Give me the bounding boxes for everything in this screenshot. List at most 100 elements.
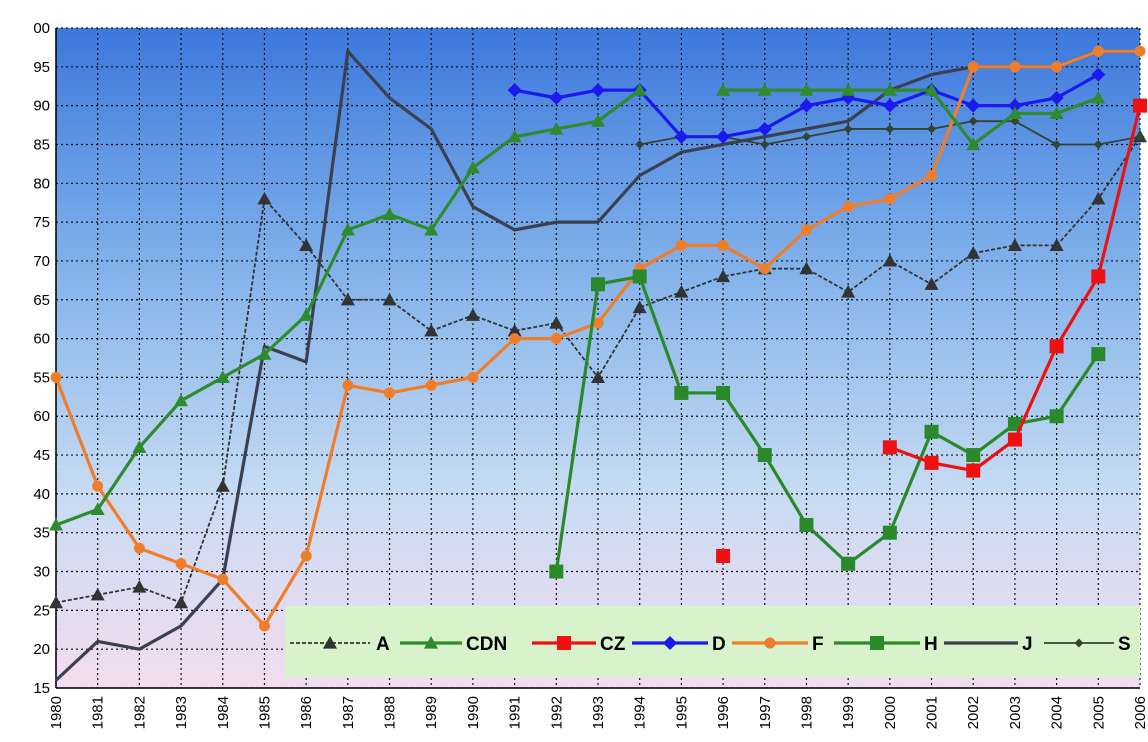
x-tick-label: 1987 [340, 696, 357, 729]
y-tick-label: 15 [33, 680, 50, 697]
series-d-point [1007, 98, 1022, 113]
series-h-point [841, 556, 856, 571]
series-cdn-point [215, 370, 230, 384]
y-tick-label: 75 [33, 214, 50, 231]
series-s-point [635, 139, 645, 149]
series-cdn-point [424, 222, 439, 236]
series-s-point [760, 139, 770, 149]
series-s-point [1052, 139, 1062, 149]
series-f-point [133, 542, 145, 554]
x-tick-label: 2006 [1132, 696, 1148, 729]
series-a-point [424, 323, 439, 337]
series-s-point [843, 124, 853, 134]
y-tick-label: 60 [33, 408, 50, 425]
series-cdn-point [924, 83, 939, 96]
series-layer [49, 45, 1147, 682]
series-f-point [800, 224, 812, 236]
series-f-point [175, 558, 187, 570]
series-d-point [549, 90, 564, 105]
axes: 15 20 25 30 35 40 45 60 55 60 65 70 75 80 85 90 95 00 1980… [33, 20, 1148, 729]
legend-d-label: D [712, 634, 726, 655]
series-h-point [549, 564, 564, 579]
y-tick-label: 70 [33, 253, 50, 270]
series-s-point [1135, 132, 1145, 142]
series-a-point [841, 285, 856, 298]
series-cz-point [716, 549, 731, 563]
series-h-point [716, 385, 731, 400]
series-a-point [257, 191, 272, 205]
series-cdn-point [1007, 106, 1022, 120]
legend-a-marker [323, 636, 337, 649]
series-f-point [342, 379, 354, 391]
y-tick-label: 40 [33, 486, 50, 503]
series-cdn-point [299, 308, 314, 321]
series-a-point [591, 370, 605, 384]
series-h-point [1091, 347, 1106, 362]
legend-cz-label: CZ [600, 634, 626, 655]
series-cdn-point [507, 129, 522, 143]
series-cz [716, 98, 1147, 563]
series-a-point [49, 595, 63, 609]
series-a-point [549, 316, 564, 329]
series-cdn-point [632, 83, 647, 96]
series-a-point [1007, 238, 1022, 252]
series-cdn-point [1091, 90, 1106, 104]
series-a-point [882, 253, 897, 267]
series-a-point [632, 300, 647, 314]
series-d-point [1091, 67, 1106, 82]
x-tick-label: 2002 [965, 696, 982, 729]
y-tick-label: 20 [33, 641, 50, 658]
series-f-point [1009, 61, 1021, 73]
y-tick-label: 00 [33, 20, 50, 37]
y-tick-label: 90 [33, 98, 50, 115]
series-cz-point [1091, 269, 1106, 284]
series-cdn-point [174, 393, 189, 407]
series-f [50, 45, 1146, 632]
y-tick-label: 45 [33, 447, 50, 464]
series-a-point [966, 246, 981, 259]
x-tick-label: 1990 [465, 696, 482, 729]
series-f-point [92, 480, 104, 492]
series-a-point [132, 580, 147, 593]
series-cdn-point [841, 83, 856, 96]
series-f-point [550, 333, 562, 345]
legend-s-label: S [1118, 634, 1131, 655]
legend-f-label: F [812, 634, 824, 655]
x-tick-label: 2003 [1007, 696, 1024, 729]
series-a-point [716, 269, 731, 283]
legend-j-label: J [1022, 634, 1033, 655]
series-d-point [882, 98, 897, 113]
series-d-point [1049, 90, 1064, 105]
series-f-point [1134, 45, 1146, 57]
x-tick-label: 1988 [382, 696, 399, 729]
series-h-point [674, 385, 689, 400]
series-cdn-point [465, 160, 480, 174]
series-d-point [757, 121, 772, 136]
x-tick-label: 1994 [632, 696, 649, 729]
x-tick-label: 1996 [715, 696, 732, 729]
y-tick-label: 60 [33, 331, 50, 348]
series-f-point [300, 550, 312, 562]
series-d-point [674, 129, 689, 144]
x-tick-label: 1981 [90, 696, 107, 729]
x-tick-label: 1997 [757, 696, 774, 729]
x-tick-label: 2005 [1090, 696, 1107, 729]
x-tick-label: 1999 [840, 696, 857, 729]
legend-a-label: A [376, 634, 390, 655]
series-f-point [592, 317, 604, 329]
series-h-point [1049, 409, 1064, 424]
x-tick-label: 1980 [48, 696, 65, 729]
x-tick-label: 1986 [298, 696, 315, 729]
grid-lines [55, 27, 1141, 689]
series-d-point [507, 83, 522, 98]
series-d-point [591, 83, 605, 98]
series-h-point [924, 424, 939, 439]
series-cdn-point [257, 347, 272, 360]
series-cdn-point [49, 517, 63, 531]
series-cdn-point [132, 440, 147, 453]
x-tick-label: 2001 [924, 696, 941, 729]
series-f-point [926, 170, 938, 182]
series-cz-point [924, 455, 939, 470]
series-h-point [799, 517, 814, 532]
legend-cz-marker [557, 636, 571, 650]
